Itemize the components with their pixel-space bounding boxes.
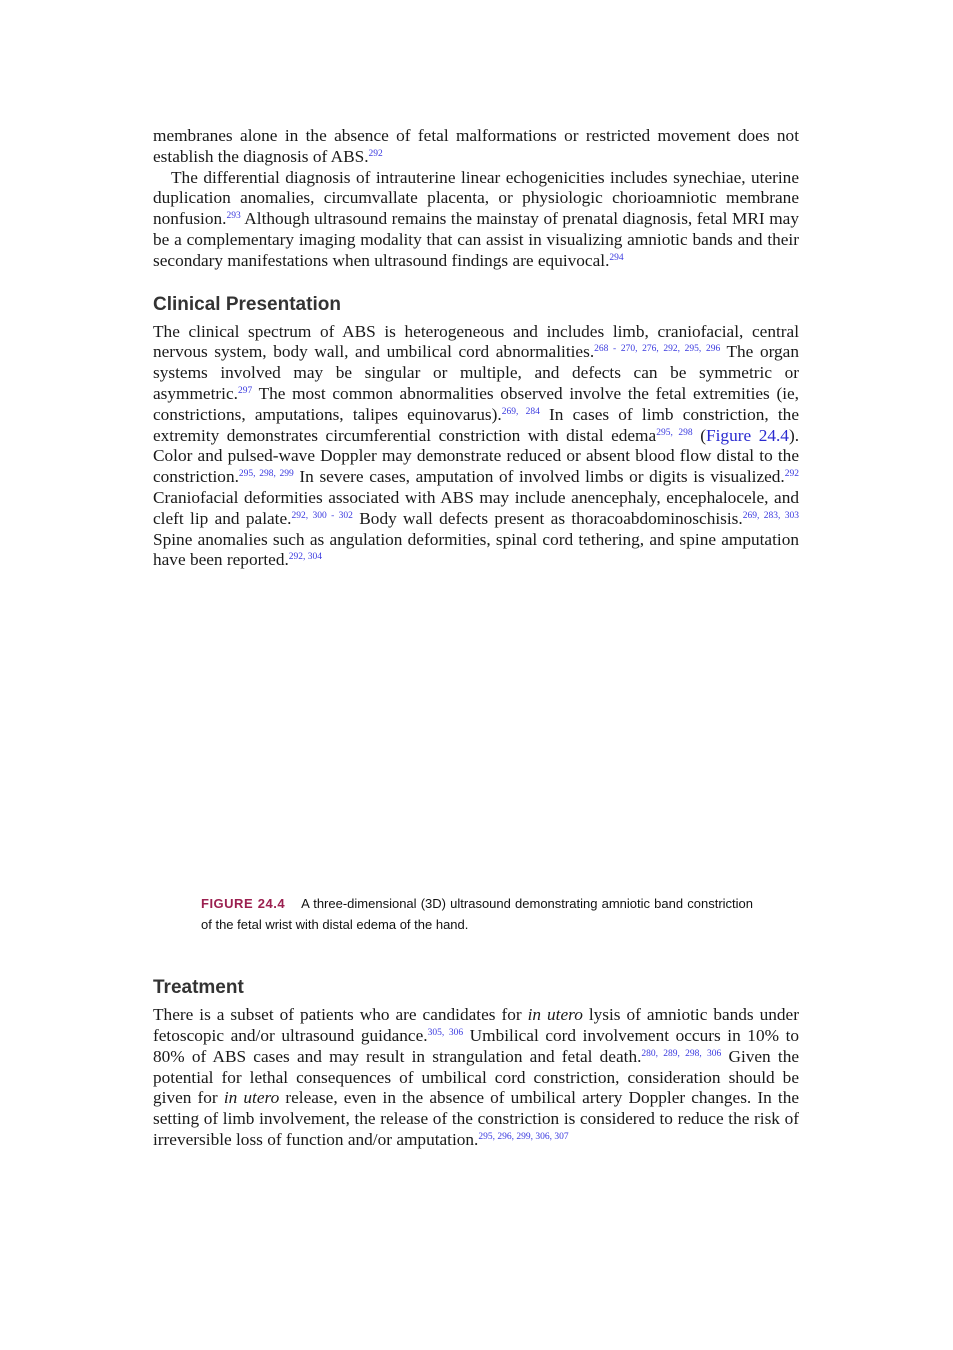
figure-caption: FIGURE 24.4 A three-dimensional (3D) ultr… — [201, 893, 753, 935]
text: Body wall defects present as thoracoabdo… — [352, 508, 743, 528]
reference: 280, 289, 298, 306 — [641, 1048, 722, 1059]
text: membranes alone in the absence of fetal … — [153, 126, 799, 166]
reference: 293 — [226, 211, 241, 222]
text: In severe cases, amputation of involved … — [293, 467, 785, 487]
reference: 305, 306 — [427, 1027, 464, 1038]
text: Given the potential for lethal consequen… — [153, 1046, 799, 1108]
paragraph: There is a subset of patients who are ca… — [153, 1005, 799, 1151]
paragraph: membranes alone in the absence of fetal … — [153, 126, 799, 168]
figure-link[interactable]: Figure 24.4 — [706, 425, 789, 445]
text: Spine anomalies such as angulation defor… — [153, 529, 799, 570]
section-heading: Clinical Presentation — [153, 293, 341, 315]
content: membranes alone in the absence of fetal … — [153, 126, 799, 1151]
reference: 295, 298, 299 — [238, 469, 294, 480]
italic-text: in utero — [527, 1005, 583, 1025]
reference: 295, 296, 299, 306, 307 — [478, 1131, 569, 1142]
italic-text: in utero — [223, 1088, 280, 1108]
reference: 269, 283, 303 — [742, 510, 799, 521]
text: Craniofacial deformities associated with… — [153, 487, 799, 528]
reference: 268 - 270, 276, 292, 295, 296 — [594, 344, 721, 355]
reference: 269, 284 — [501, 406, 540, 417]
text: Although ultrasound remains the mainstay… — [153, 209, 799, 270]
section-heading: Treatment — [153, 977, 244, 999]
caption-text: A three-dimensional (3D) ultrasound demo… — [201, 896, 754, 933]
figure-label: FIGURE 24.4 — [201, 896, 286, 912]
reference: 292 — [784, 469, 800, 480]
text: The differential diagnosis of intrauteri… — [153, 167, 799, 229]
reference: 297 — [237, 385, 253, 396]
reference: 292, 300 - 302 — [291, 510, 353, 521]
text: lysis of amniotic bands under fetoscopic… — [153, 1005, 799, 1045]
reference: 292 — [368, 148, 383, 159]
text: release, even in the absence of umbilica… — [153, 1088, 800, 1149]
text: The most common abnormalities observed i… — [153, 383, 799, 424]
reference: 294 — [609, 252, 624, 263]
reference: 295, 298 — [656, 427, 693, 438]
text: In cases of limb constriction, the extre… — [153, 404, 799, 445]
reference: 292, 304 — [288, 552, 323, 563]
paragraph: The differential diagnosis of intrauteri… — [153, 168, 799, 272]
text: ( — [692, 425, 707, 445]
text: ). Color and pulsed-wave Doppler may dem… — [153, 425, 800, 487]
text: The clinical spectrum of ABS is heteroge… — [153, 321, 799, 362]
text: There is a subset of patients who are ca… — [153, 1005, 528, 1025]
paragraph: The clinical spectrum of ABS is heteroge… — [153, 322, 799, 572]
text: Umbilical cord involvement occurs in 10%… — [153, 1025, 800, 1066]
text: The organ systems involved may be singul… — [153, 342, 799, 403]
